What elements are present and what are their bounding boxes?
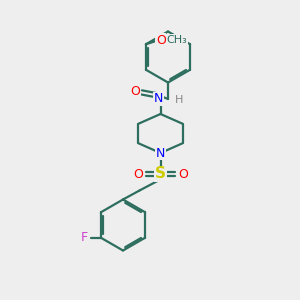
Text: O: O bbox=[133, 167, 142, 181]
Text: S: S bbox=[155, 167, 166, 182]
Text: N: N bbox=[154, 92, 163, 106]
Text: O: O bbox=[131, 85, 140, 98]
Text: O: O bbox=[156, 34, 166, 46]
Text: CH₃: CH₃ bbox=[167, 35, 188, 45]
Text: O: O bbox=[178, 167, 188, 181]
Text: N: N bbox=[156, 146, 165, 160]
Text: F: F bbox=[81, 231, 88, 244]
Text: H: H bbox=[175, 95, 183, 105]
